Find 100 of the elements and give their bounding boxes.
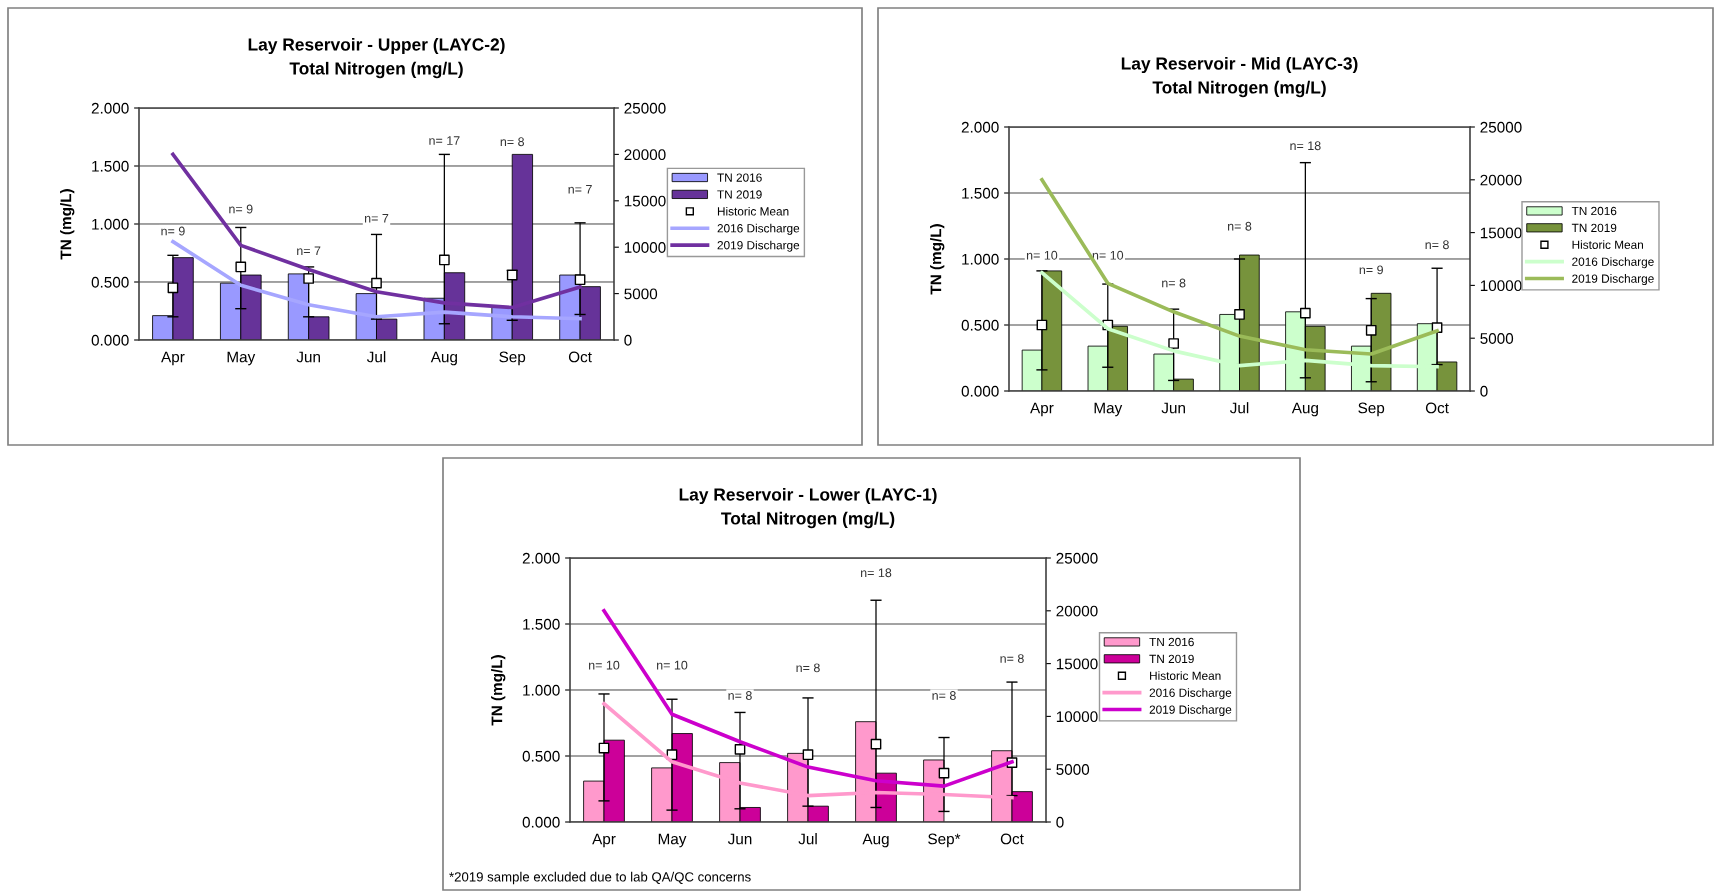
- legend-label: TN 2016: [1149, 637, 1194, 647]
- x-tick-label: Aug: [1291, 402, 1318, 417]
- y2-tick-label: 25000: [1480, 121, 1522, 133]
- annotation: n= 8: [1000, 654, 1024, 663]
- annotation: n= 18: [1290, 141, 1321, 151]
- y2-tick-label: 0: [1056, 816, 1064, 828]
- x-tick-label: Jun: [1161, 402, 1185, 414]
- x-tick-label: May: [1094, 402, 1123, 417]
- annotation: n= 10: [657, 660, 688, 670]
- x-tick-label: Jun: [296, 351, 320, 363]
- y2-tick-label: 10000: [1480, 280, 1522, 292]
- y-tick-label: 2.000: [91, 102, 129, 114]
- legend-label: Historic Mean: [1150, 671, 1221, 680]
- y-axis-title: TN (mg/L): [930, 224, 945, 295]
- annotation: n= 8: [1162, 278, 1186, 288]
- annotation: n= 7: [568, 184, 592, 194]
- legend-label: TN 2016: [1571, 206, 1617, 216]
- y-tick-label: 1.000: [523, 684, 560, 696]
- legend-label: 2016 Discharge: [717, 223, 800, 235]
- annotation: n= 9: [161, 226, 185, 236]
- x-tick-label: Jun: [727, 833, 752, 845]
- annotation: n= 8: [1227, 221, 1252, 231]
- legend-label: Historic Mean: [717, 206, 789, 216]
- x-tick-label: Jul: [366, 351, 386, 363]
- chart-subtitle: Total Nitrogen (mg/L): [721, 511, 895, 529]
- y2-tick-label: 5000: [624, 288, 658, 300]
- y-tick-label: 1.000: [962, 253, 999, 265]
- y-tick-label: 0.000: [961, 385, 999, 397]
- y2-tick-label: 5000: [1056, 764, 1090, 775]
- y-tick-label: 2.000: [961, 121, 999, 133]
- annotation: n= 8: [500, 137, 525, 147]
- annotation: n= 10: [1092, 250, 1124, 260]
- legend-label: TN 2019: [1149, 654, 1194, 664]
- y-tick-label: 2.000: [522, 552, 560, 564]
- annotation: n= 7: [297, 246, 321, 256]
- y2-tick-label: 0: [1480, 385, 1488, 397]
- annotation: n= 10: [1026, 250, 1058, 260]
- text: *2019 sample excluded due to lab QA/QC concerns: [449, 871, 751, 885]
- annotation: n= 8: [796, 663, 820, 673]
- y2-tick-label: 25000: [624, 102, 666, 114]
- annotation: n= 18: [861, 568, 892, 578]
- y2-tick-label: 10000: [624, 242, 666, 253]
- x-tick-label: Aug: [862, 833, 889, 848]
- legend-label: 2019 Discharge: [1572, 274, 1654, 286]
- y2-tick-label: 0: [624, 334, 632, 346]
- annotation: n= 10: [589, 660, 620, 670]
- x-tick-label: Sep: [499, 351, 526, 366]
- x-tick-label: Aug: [430, 351, 457, 366]
- legend-label: 2016 Discharge: [1149, 688, 1232, 700]
- y-axis-title: TN (mg/L): [491, 655, 506, 726]
- y-tick-label: 0.500: [522, 750, 560, 762]
- x-tick-label: Oct: [1000, 833, 1024, 845]
- annotation: n= 8: [932, 691, 956, 700]
- legend-label: Historic Mean: [1572, 240, 1643, 249]
- x-tick-label: Apr: [592, 833, 616, 848]
- chart-subtitle: Total Nitrogen (mg/L): [1152, 80, 1326, 98]
- x-tick-label: Sep: [1358, 402, 1385, 417]
- y-tick-label: 1.000: [92, 218, 129, 230]
- y-tick-label: 1.500: [962, 187, 999, 199]
- legend-label: 2019 Discharge: [1149, 705, 1232, 717]
- chart-title: Lay Reservoir - Mid (LAYC-3): [1121, 56, 1358, 74]
- y2-tick-label: 20000: [1480, 174, 1522, 186]
- annotation: n= 7: [364, 213, 389, 223]
- chart-subtitle: Total Nitrogen (mg/L): [289, 61, 463, 79]
- y-tick-label: 1.500: [92, 160, 129, 172]
- annotation: n= 9: [229, 204, 253, 214]
- chart-title: Lay Reservoir - Lower (LAYC-1): [679, 487, 937, 505]
- y2-tick-label: 20000: [624, 149, 666, 161]
- legend-label: TN 2016: [717, 173, 762, 182]
- y2-tick-label: 15000: [1480, 227, 1522, 239]
- legend-label: 2016 Discharge: [1572, 257, 1654, 269]
- y-axis-title: TN (mg/L): [60, 189, 75, 260]
- y-tick-label: 0.000: [522, 816, 560, 828]
- y2-tick-label: 15000: [624, 195, 666, 207]
- y2-tick-label: 5000: [1480, 333, 1514, 344]
- x-tick-label: May: [658, 833, 687, 848]
- chart-title: Lay Reservoir - Upper (LAYC-2): [248, 37, 505, 55]
- x-tick-label: Oct: [1425, 402, 1449, 414]
- legend-label: TN 2019: [717, 190, 762, 199]
- y-tick-label: 0.500: [961, 319, 999, 331]
- y2-tick-label: 25000: [1056, 552, 1098, 564]
- y-tick-label: 1.500: [523, 618, 560, 630]
- y-tick-label: 0.000: [91, 334, 129, 346]
- legend-label: TN 2019: [1571, 223, 1617, 233]
- y2-tick-label: 10000: [1056, 711, 1098, 723]
- annotation: n= 17: [429, 136, 460, 145]
- x-tick-label: Sep*: [928, 833, 961, 848]
- x-tick-label: Oct: [568, 351, 592, 363]
- x-tick-label: Apr: [161, 351, 185, 366]
- y2-tick-label: 20000: [1056, 605, 1098, 617]
- annotation: n= 9: [1359, 265, 1383, 275]
- annotation: n= 8: [1425, 240, 1449, 250]
- y-tick-label: 0.500: [91, 276, 129, 288]
- legend-label: 2019 Discharge: [717, 240, 800, 252]
- annotation: n= 8: [728, 691, 752, 700]
- x-tick-label: Apr: [1030, 402, 1054, 417]
- x-tick-label: May: [227, 351, 256, 366]
- x-tick-label: Jul: [1229, 402, 1249, 414]
- y2-tick-label: 15000: [1056, 658, 1098, 670]
- x-tick-label: Jul: [798, 833, 817, 845]
